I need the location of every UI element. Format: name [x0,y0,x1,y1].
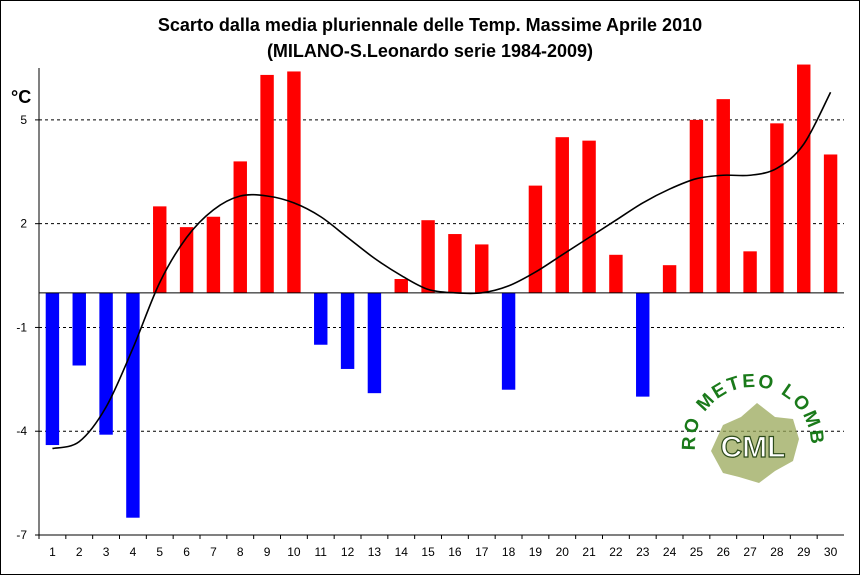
x-tick-label: 7 [210,545,217,559]
x-tick-label: 20 [556,545,570,559]
bar [126,292,140,518]
y-tick-label: -1 [16,320,27,334]
bar [555,137,569,293]
x-tick-label: 30 [824,545,838,559]
x-tick-label: 15 [421,545,435,559]
y-axis-label: °C [11,87,32,107]
x-tick-label: 17 [475,545,489,559]
x-tick-label: 3 [103,545,110,559]
x-tick-label: 18 [502,545,516,559]
bar [501,292,516,390]
x-tick-label: 1 [49,545,56,559]
lombardia-region-shape [711,403,799,483]
bar [689,119,704,293]
x-tick-label: 26 [717,545,731,559]
bar [179,227,194,293]
bar [314,292,328,345]
x-tick-label: 12 [341,545,355,559]
bar [448,234,462,293]
x-tick-label: 8 [237,545,244,559]
bar [421,220,435,293]
x-tick-label: 16 [448,545,462,559]
bar [233,161,247,293]
bar [528,185,543,293]
x-tick-label: 21 [582,545,596,559]
x-tick-label: 23 [636,545,650,559]
x-tick-label: 11 [315,545,328,559]
bar [367,292,382,394]
x-tick-label: 4 [130,545,137,559]
bar [153,206,167,293]
chart-subtitle: (MILANO-S.Leonardo serie 1984-2009) [266,41,594,61]
x-tick-label: 25 [690,545,704,559]
bar [260,74,274,293]
x-tick-label: 29 [797,545,811,559]
y-tick-label: 2 [20,217,27,231]
bar [716,99,730,293]
x-tick-label: 19 [529,545,543,559]
x-tick-label: 14 [395,545,409,559]
x-tick-label: 28 [770,545,784,559]
x-tick-label: 2 [76,545,83,559]
bar [823,154,838,293]
y-tick-labels: 5 2 -1 -4 -7 [16,113,39,542]
bar [206,216,221,293]
bar [797,64,811,293]
bar [743,251,757,293]
x-tick-label: 13 [368,545,382,559]
y-tick-label: 5 [20,113,27,127]
x-tick-label: 27 [743,545,757,559]
x-tick-label: 24 [663,545,677,559]
bar [475,244,489,293]
bar [609,254,623,293]
bar [770,123,784,293]
trend-line [52,91,832,450]
bar [662,265,677,293]
bar [72,292,86,366]
cml-logo: CML CENTRO METEO LOMBARDO [679,371,825,483]
x-tick-label: 9 [264,545,271,559]
gridlines [39,119,844,432]
x-tick-labels: 1 2 3 4 5 6 7 8 9 10 11 12 13 14 15 16 17 18 19 20 21 22 23 24 2… [38,535,838,559]
x-tick-label: 10 [287,545,301,559]
bar [287,71,301,293]
trend-curve [52,91,832,450]
bar [394,279,408,293]
bar [340,292,355,369]
y-tick-label: -4 [16,424,27,438]
x-tick-label: 6 [183,545,190,559]
bar [45,292,60,446]
chart-title: Scarto dalla media pluriennale delle Tem… [157,15,703,35]
x-tick-label: 5 [156,545,163,559]
bar [582,140,596,293]
y-tick-label: -7 [16,528,27,542]
logo-center-text: CML [721,431,786,464]
bar [636,292,650,397]
x-tick-label: 22 [609,545,623,559]
